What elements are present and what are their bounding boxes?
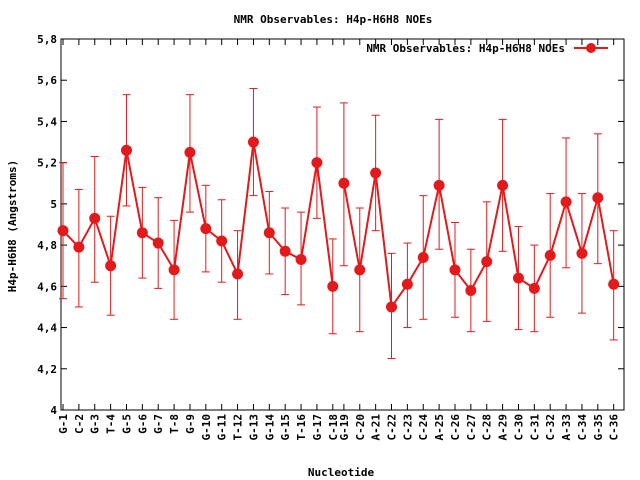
x-axis: G-1 C-2 G-3 T-4 G-5 G-6 G-7 T-8 G-9 G-10 G-11 T-12 G… — [57, 39, 621, 441]
data-point — [279, 245, 291, 257]
x-tick-label: G-10 — [200, 414, 213, 441]
x-tick-label: C-18 — [327, 414, 340, 441]
data-point — [105, 260, 117, 272]
y-axis: 4 4,2 4,4 4,6 4,8 5 5,2 5,4 5,6 5,8 — [37, 33, 624, 417]
x-tick-label: G-9 — [184, 414, 197, 434]
x-tick-label: C-26 — [449, 414, 462, 441]
x-tick-label: T-16 — [295, 414, 308, 441]
x-tick-label: C-34 — [576, 414, 589, 441]
data-point — [311, 157, 323, 169]
y-axis-label: H4p-H6H8 (Angstroms) — [6, 160, 19, 292]
x-tick-label: C-28 — [481, 414, 494, 441]
data-point — [200, 223, 212, 235]
x-tick-label: C-2 — [73, 414, 86, 434]
data-point — [512, 272, 524, 284]
data-point — [417, 251, 429, 263]
x-tick-label: C-30 — [512, 414, 525, 441]
y-tick-label: 4,6 — [37, 280, 57, 293]
x-tick-label: A-21 — [370, 414, 383, 441]
x-tick-label: A-25 — [433, 414, 446, 441]
x-tick-label: G-14 — [263, 414, 276, 441]
y-tick-label: 5,4 — [37, 115, 57, 128]
data-point — [184, 146, 196, 158]
x-tick-label: G-6 — [136, 414, 149, 434]
y-tick-label: 4,2 — [37, 363, 57, 376]
data-point — [338, 177, 350, 189]
legend-label: NMR Observables: H4p-H6H8 NOEs — [366, 42, 565, 55]
data-point — [73, 241, 85, 253]
y-tick-label: 4,8 — [37, 239, 57, 252]
data-point — [481, 256, 493, 268]
y-tick-label: 5,6 — [37, 74, 57, 87]
series-lines — [62, 141, 615, 310]
y-tick-label: 5,8 — [37, 33, 57, 46]
data-point — [370, 167, 382, 179]
data-point — [354, 264, 366, 276]
x-tick-label: C-31 — [528, 414, 541, 441]
x-tick-label: C-27 — [465, 414, 478, 441]
x-tick-label: C-20 — [354, 414, 367, 441]
y-tick-label: 4,4 — [37, 322, 57, 335]
x-tick-label: C-36 — [608, 414, 621, 441]
x-tick-label: G-7 — [152, 414, 165, 434]
series-line — [342, 172, 615, 310]
x-tick-label: G-5 — [120, 414, 133, 434]
x-tick-label: G-13 — [247, 414, 260, 441]
x-tick-label: T-12 — [232, 414, 245, 441]
x-tick-label: T-8 — [168, 414, 181, 434]
data-point — [560, 196, 572, 208]
y-tick-label: 5,2 — [37, 157, 57, 170]
data-point — [386, 301, 398, 313]
data-point — [608, 278, 620, 290]
data-point — [295, 254, 307, 266]
y-tick-label: 4 — [50, 404, 57, 417]
data-point — [216, 235, 228, 247]
data-point — [168, 264, 180, 276]
x-tick-label: G-19 — [338, 414, 351, 441]
legend: NMR Observables: H4p-H6H8 NOEs — [366, 42, 608, 55]
data-point — [263, 227, 275, 239]
x-tick-label: A-33 — [560, 414, 573, 441]
data-point — [544, 249, 556, 261]
x-axis-label: Nucleotide — [308, 466, 375, 479]
x-tick-label: A-29 — [497, 414, 510, 441]
x-tick-label: C-24 — [417, 414, 430, 441]
data-point — [592, 192, 604, 204]
data-point — [401, 278, 413, 290]
data-point — [327, 280, 339, 292]
error-bars — [59, 87, 618, 359]
data-point — [120, 144, 132, 156]
x-tick-label: G-35 — [592, 414, 605, 441]
series-line — [62, 141, 334, 287]
y-tick-label: 5 — [50, 198, 57, 211]
x-tick-label: C-23 — [401, 414, 414, 441]
x-tick-label: G-11 — [216, 414, 229, 441]
data-point — [449, 264, 461, 276]
plot-frame — [60, 38, 625, 411]
chart-title: NMR Observables: H4p-H6H8 NOEs — [234, 13, 433, 26]
data-point — [89, 212, 101, 224]
data-point — [136, 227, 148, 239]
data-point — [433, 179, 445, 191]
x-tick-label: G-17 — [311, 414, 324, 441]
x-tick-label: C-32 — [544, 414, 557, 441]
data-points — [57, 136, 620, 313]
x-tick-label: C-22 — [386, 414, 399, 441]
data-point — [152, 237, 164, 249]
data-point — [576, 247, 588, 259]
x-tick-label: G-3 — [89, 414, 102, 434]
data-point — [528, 282, 540, 294]
data-point — [247, 136, 259, 148]
x-tick-label: G-15 — [279, 414, 292, 441]
data-point — [57, 225, 69, 237]
x-tick-label: G-1 — [57, 414, 70, 434]
data-point — [465, 284, 477, 296]
legend-marker — [586, 43, 596, 53]
x-tick-label: T-4 — [105, 414, 118, 434]
data-point — [497, 179, 509, 191]
data-point — [232, 268, 244, 280]
